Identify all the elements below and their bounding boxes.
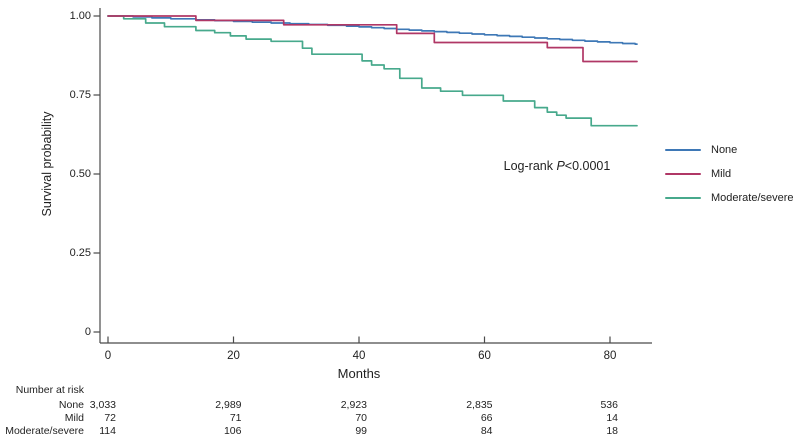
legend-label: None bbox=[711, 143, 738, 156]
annotation-stat-symbol: P bbox=[556, 159, 565, 173]
risk-value: 14 bbox=[606, 412, 618, 424]
curve-moderate-severe bbox=[107, 15, 638, 127]
annotation-suffix: <0.0001 bbox=[564, 159, 611, 173]
risk-value: 70 bbox=[355, 412, 367, 424]
risk-value: 114 bbox=[99, 425, 116, 437]
risk-value: 2,835 bbox=[466, 399, 493, 411]
risk-value: 66 bbox=[480, 412, 493, 424]
x-tick-label: 80 bbox=[603, 350, 617, 362]
curve-none bbox=[107, 15, 638, 45]
legend-label: Mild bbox=[711, 167, 732, 180]
y-tick-label: 1.00 bbox=[69, 9, 91, 22]
risk-value: 2,989 bbox=[215, 399, 242, 411]
risk-value: 84 bbox=[480, 425, 493, 437]
y-tick-label: 0.75 bbox=[69, 88, 91, 101]
x-tick-label: 40 bbox=[352, 350, 366, 362]
risk-row-label: Mild bbox=[64, 412, 84, 424]
curve-mild bbox=[107, 15, 638, 63]
legend-swatch-none bbox=[665, 149, 701, 151]
risk-value: 2,923 bbox=[340, 399, 367, 411]
y-tick-label: 0 bbox=[84, 325, 91, 338]
risk-value: 106 bbox=[223, 425, 242, 437]
risk-value: 72 bbox=[104, 412, 116, 424]
risk-value: 18 bbox=[606, 425, 618, 437]
risk-value: 3,033 bbox=[89, 399, 116, 411]
legend-swatch-mild bbox=[665, 173, 701, 175]
x-tick-label: 20 bbox=[227, 350, 240, 362]
risk-table-title: Number at risk bbox=[15, 384, 84, 396]
legend-swatch-moderate-severe bbox=[665, 197, 701, 199]
x-tick-label: 60 bbox=[478, 350, 491, 362]
risk-row-label: None bbox=[58, 399, 84, 411]
annotation-prefix: Log-rank bbox=[503, 159, 557, 173]
risk-value: 536 bbox=[600, 399, 618, 411]
risk-value: 71 bbox=[229, 412, 242, 424]
y-axis-title: Survival probability bbox=[40, 111, 54, 217]
x-axis-title: Months bbox=[337, 366, 381, 381]
y-tick-label: 0.50 bbox=[69, 167, 91, 180]
log-rank-annotation: Log-rank P<0.0001 bbox=[467, 159, 647, 173]
risk-value: 99 bbox=[355, 425, 367, 437]
x-tick-label: 0 bbox=[104, 350, 112, 362]
risk-row-label: Moderate/severe bbox=[5, 425, 84, 437]
y-tick-label: 0.25 bbox=[69, 246, 91, 259]
legend-label: Moderate/severe bbox=[711, 191, 794, 204]
